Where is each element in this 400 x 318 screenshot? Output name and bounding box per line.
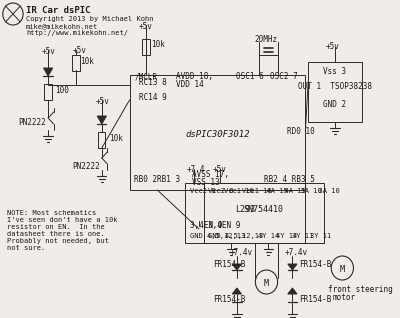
Polygon shape <box>232 288 242 294</box>
Text: GND 4,5,12,13   4Y 14   3Y 11: GND 4,5,12,13 4Y 14 3Y 11 <box>190 233 313 239</box>
Text: M: M <box>340 265 344 274</box>
Text: GND 2: GND 2 <box>324 100 346 109</box>
Text: +7.4v: +7.4v <box>285 248 308 257</box>
Text: OSC1 6: OSC1 6 <box>236 72 264 81</box>
Text: L293: L293 <box>235 205 255 214</box>
Bar <box>308 62 362 122</box>
Bar <box>44 84 52 100</box>
Text: dsPIC30F3012: dsPIC30F3012 <box>185 130 250 139</box>
Text: 100: 100 <box>56 86 69 95</box>
Text: RB0 2: RB0 2 <box>134 175 157 184</box>
Text: VSS 13: VSS 13 <box>192 178 220 187</box>
Text: GND 4,5,12,13   4Y 14   3Y 11: GND 4,5,12,13 4Y 14 3Y 11 <box>208 233 332 239</box>
Text: RD0 10: RD0 10 <box>287 127 314 136</box>
Text: RC14 9: RC14 9 <box>139 93 166 102</box>
Text: M: M <box>264 279 269 288</box>
Bar <box>130 75 305 190</box>
Text: +5v: +5v <box>72 46 86 55</box>
Polygon shape <box>44 68 53 76</box>
Text: RC13 8: RC13 8 <box>139 78 166 87</box>
Text: NOTE: Most schematics
I've seen don't have a 10k
resistor on EN.  In the
datashe: NOTE: Most schematics I've seen don't ha… <box>8 210 118 251</box>
Text: VDD 14: VDD 14 <box>176 80 204 89</box>
Text: SN754410: SN754410 <box>244 205 284 214</box>
Text: +7.4: +7.4 <box>187 165 206 174</box>
Text: 10k: 10k <box>151 40 165 49</box>
Text: 10k: 10k <box>80 57 94 66</box>
Text: 20MHz: 20MHz <box>254 35 278 44</box>
Text: Vss 3: Vss 3 <box>324 67 346 76</box>
Text: Copyright 2013 by Michael Kohn
mike@mikekohn.net
http://www.mikekohn.net/: Copyright 2013 by Michael Kohn mike@mike… <box>26 16 154 36</box>
Text: 10k: 10k <box>109 134 123 143</box>
Polygon shape <box>288 288 297 294</box>
Text: 3,4EN 9: 3,4EN 9 <box>208 221 240 230</box>
Bar <box>72 55 80 71</box>
Text: +7.4v: +7.4v <box>230 248 253 257</box>
Text: +5v: +5v <box>42 47 56 56</box>
Bar <box>204 183 324 243</box>
Text: +5v: +5v <box>95 97 109 106</box>
Text: FR154-B: FR154-B <box>299 260 331 269</box>
Text: Vcc2 8  Vcc1 16   4A 15   3A 10: Vcc2 8 Vcc1 16 4A 15 3A 10 <box>190 188 322 194</box>
Polygon shape <box>288 264 297 270</box>
Polygon shape <box>97 116 106 124</box>
Text: +5v: +5v <box>326 42 340 51</box>
Text: PN2222: PN2222 <box>18 118 46 127</box>
Text: PN2222: PN2222 <box>72 162 100 171</box>
Text: IR Car dsPIC: IR Car dsPIC <box>26 6 90 15</box>
Text: OUT 1  TSOP38238: OUT 1 TSOP38238 <box>298 82 372 91</box>
Text: FR154-B: FR154-B <box>213 260 245 269</box>
Text: AVDD 18,: AVDD 18, <box>176 72 213 81</box>
Text: +5v: +5v <box>213 165 227 174</box>
Text: Vcc2 8  Vcc1 16   4A 15   3A 10: Vcc2 8 Vcc1 16 4A 15 3A 10 <box>208 188 340 194</box>
Polygon shape <box>232 264 242 270</box>
Text: motor: motor <box>333 293 356 302</box>
Text: FR154-B: FR154-B <box>299 295 331 304</box>
Text: RB2 4 RB3 5: RB2 4 RB3 5 <box>264 175 314 184</box>
Text: /MCLR: /MCLR <box>134 72 157 81</box>
Text: FR154-B: FR154-B <box>213 295 245 304</box>
Bar <box>142 39 150 55</box>
Text: +5v: +5v <box>139 22 153 31</box>
Text: AVSS 17,: AVSS 17, <box>192 170 230 179</box>
Bar <box>98 132 106 148</box>
Text: OSC2 7: OSC2 7 <box>270 72 298 81</box>
Text: RB1 3: RB1 3 <box>157 175 180 184</box>
Text: 3,4EN 9: 3,4EN 9 <box>190 221 222 230</box>
Text: front steering: front steering <box>328 285 393 294</box>
Bar <box>185 183 305 243</box>
